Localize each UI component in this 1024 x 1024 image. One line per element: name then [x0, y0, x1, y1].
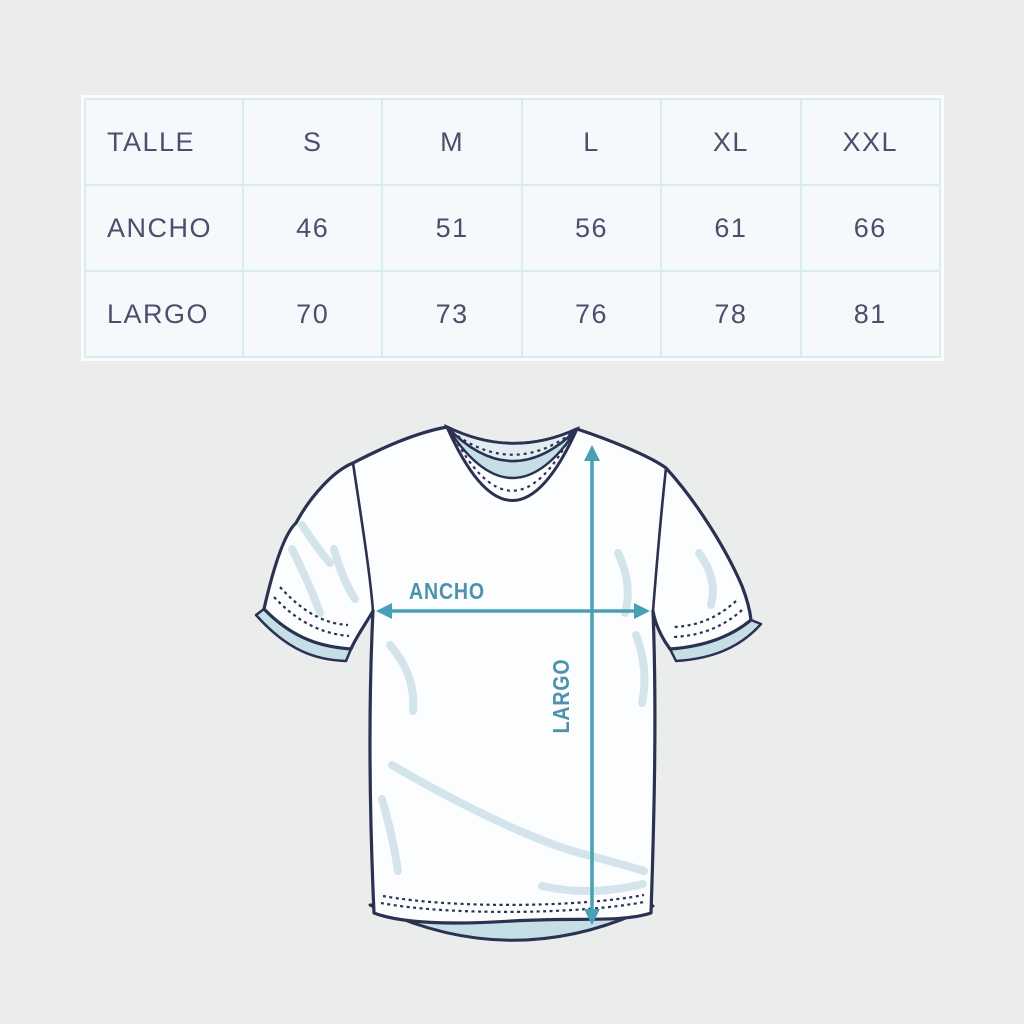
ancho-value-xl: 61: [662, 186, 800, 270]
largo-value-xxl: 81: [801, 272, 939, 356]
table-header-xxl: XXL: [801, 100, 939, 184]
table-header-xl: XL: [662, 100, 800, 184]
wrinkle-shading: [288, 521, 717, 896]
table-header-talle: TALLE: [86, 100, 242, 184]
table-header-l: L: [522, 100, 661, 184]
largo-value-m: 73: [383, 272, 521, 356]
ancho-value-xxl: 66: [801, 186, 939, 270]
width-arrow-label: ANCHO: [409, 579, 485, 605]
collar-back-band: [446, 425, 578, 463]
table-header-s: S: [244, 100, 382, 184]
sleeve-seams: [351, 461, 668, 613]
length-arrow: LARGO: [549, 445, 600, 925]
ancho-value-s: 46: [244, 186, 382, 270]
largo-value-l: 76: [522, 272, 661, 356]
arrow-top-head: [584, 445, 600, 461]
width-arrow: ANCHO: [376, 579, 650, 619]
row-label-ancho: ANCHO: [86, 186, 242, 270]
table-header-m: M: [383, 100, 521, 184]
size-chart-table: TALLE S M L XL XXL ANCHO 46 51 56 61 66 …: [84, 98, 941, 358]
arrow-left-head: [376, 603, 392, 619]
stitch-rows: [273, 586, 743, 914]
collar: [443, 423, 581, 502]
arrow-bottom-head: [584, 909, 600, 925]
ancho-value-m: 51: [383, 186, 521, 270]
tshirt-diagram: ANCHO LARGO: [254, 423, 763, 942]
row-label-largo: LARGO: [86, 272, 242, 356]
largo-value-xl: 78: [662, 272, 800, 356]
ancho-value-l: 56: [522, 186, 661, 270]
arrow-right-head: [634, 603, 650, 619]
largo-value-s: 70: [244, 272, 382, 356]
collar-stitching: [450, 430, 574, 492]
length-arrow-label: LARGO: [549, 659, 575, 734]
